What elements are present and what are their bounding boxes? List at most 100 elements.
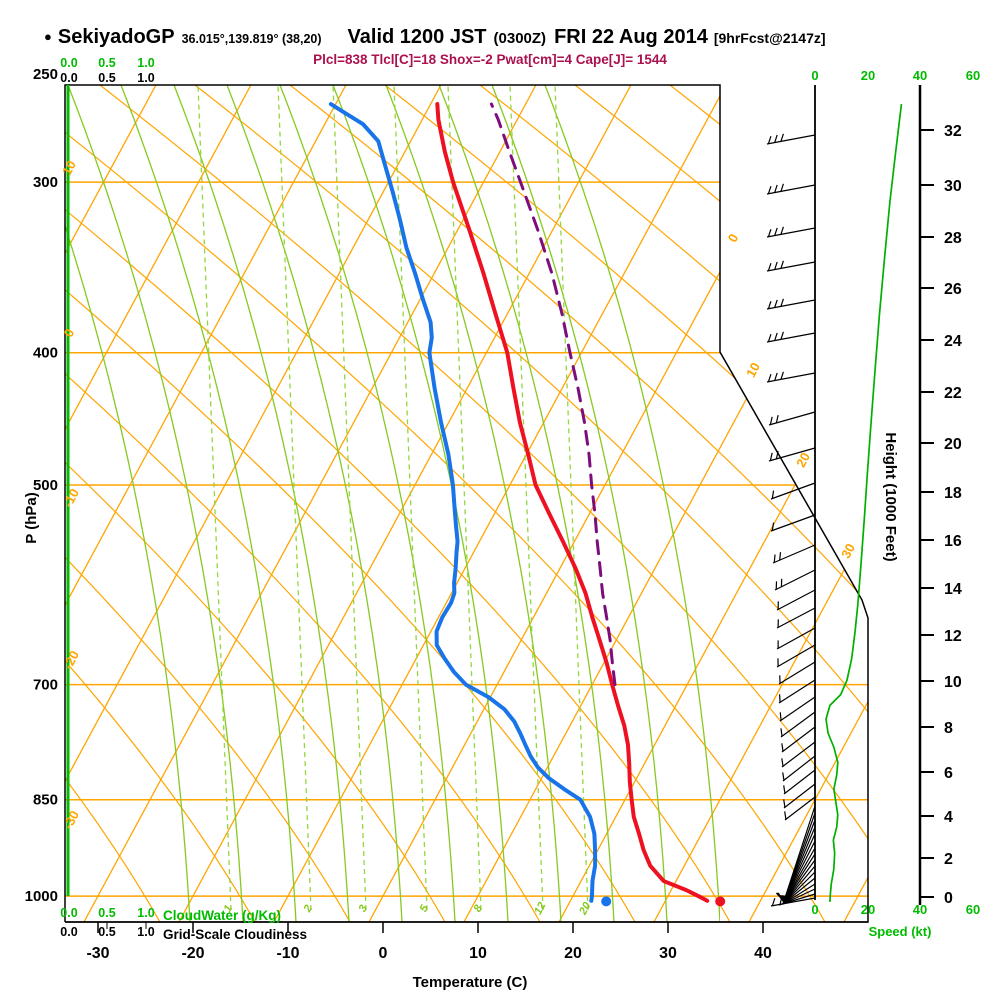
isotherm-line	[748, 85, 868, 922]
height-tick-label: 16	[944, 533, 962, 550]
isotherm-label: 0	[725, 231, 742, 244]
wind-barb-tick	[780, 183, 784, 192]
mixing-ratio-label: 8	[472, 902, 486, 914]
mixing-ratio-line	[277, 85, 312, 911]
wind-barb-tick	[767, 185, 772, 194]
dry-adiabat-line	[65, 85, 826, 922]
moist-adiabat-line	[385, 85, 562, 922]
height-tick-label: 14	[944, 581, 962, 598]
chart-title: ● SekiyadoGP 36.015°,139.819° (38,20) Va…	[44, 26, 826, 49]
wind-barb-tick	[774, 299, 778, 308]
pressure-tick-label: 400	[33, 345, 58, 362]
mixing-ratio-line	[447, 85, 482, 911]
speed-axis-label: Speed (kt)	[868, 924, 932, 939]
dry-adiabat-line	[289, 85, 868, 922]
wind-barb-tick	[774, 184, 778, 193]
speed-tick-label: 0	[811, 68, 818, 83]
isotherm-label: -30	[60, 808, 82, 832]
moist-adiabat-line	[438, 85, 615, 922]
wind-barb	[766, 227, 816, 238]
wind-barb-tick	[774, 332, 778, 341]
isotherm-line	[653, 85, 868, 922]
dry-adiabat-line	[65, 85, 256, 922]
wind-barb	[781, 726, 816, 753]
wind-barb	[776, 627, 816, 650]
wind-barb-tick	[780, 728, 783, 737]
mixing-ratio-line	[509, 85, 544, 911]
speed-tick-label: 40	[913, 902, 927, 917]
valid-date: FRI 22 Aug 2014	[554, 26, 708, 48]
wind-barb-tick	[782, 772, 785, 781]
isotherm-line	[83, 85, 537, 922]
temp-tick-label: -30	[86, 945, 109, 962]
moist-adiabat-line	[279, 85, 456, 922]
temperature-curve	[435, 102, 710, 903]
speed-tick-label: 40	[913, 68, 927, 83]
isotherm-label: 10	[743, 360, 763, 380]
mixing-ratio-label: 1	[222, 903, 235, 914]
speed-tick-label: 0	[811, 902, 818, 917]
wind-barb	[770, 514, 816, 532]
valid-time-z: (0300Z)	[493, 30, 547, 47]
pressure-axis-label: P (hPa)	[23, 492, 40, 544]
isotherm-label: 30	[838, 541, 858, 561]
wind-barb-tick	[779, 552, 782, 561]
wind-barb-tick	[767, 135, 772, 144]
wind-barb	[784, 796, 816, 821]
wind-barb-tick	[767, 228, 772, 237]
wind-barb-tick	[767, 300, 772, 309]
wind-barb-tick	[780, 298, 784, 307]
cloudiness-scale-label: 1.0	[137, 71, 154, 85]
wind-speed-curve	[825, 103, 903, 903]
wind-barb	[782, 755, 816, 782]
cloudiness-scale-label: 0.5	[98, 71, 115, 85]
temp-tick-label: 20	[564, 945, 582, 962]
station-name: SekiyadoGP	[57, 26, 175, 48]
height-tick-label: 0	[944, 890, 953, 907]
cloudwater-scale-label: 1.0	[137, 906, 154, 920]
isotherm-line	[273, 85, 727, 922]
mixing-ratio-label: 5	[418, 902, 432, 914]
isotherm-line	[178, 85, 632, 922]
mixing-ratio-label: 3	[357, 903, 370, 914]
wind-barb-tick	[767, 373, 772, 382]
speed-tick-label: 20	[861, 68, 875, 83]
wind-barb-tick	[767, 262, 772, 271]
wind-barb-tick	[783, 895, 786, 904]
wind-barb-tick	[771, 522, 775, 531]
isotherm-line	[463, 85, 868, 922]
wind-barb	[778, 679, 816, 704]
wind-barb-tick	[780, 371, 784, 380]
height-tick-label: 10	[944, 674, 962, 691]
wind-barb	[782, 888, 816, 905]
wind-barb	[781, 741, 816, 768]
wind-barb-tick	[783, 785, 786, 794]
wind-barb	[776, 644, 816, 668]
cloudwater-scale-label: 0.5	[98, 906, 115, 920]
dry-adiabat-line	[65, 85, 446, 922]
cloudwater-axis-label: CloudWater (g/Kg)	[163, 908, 281, 923]
wind-barb-tick	[780, 226, 784, 235]
isotherm-line	[65, 85, 252, 922]
pressure-tick-label: 500	[33, 477, 58, 494]
pressure-tick-label: 300	[33, 174, 58, 191]
height-tick-label: 22	[944, 385, 962, 402]
wind-barb-tick	[781, 758, 784, 767]
pressure-tick-label: 700	[33, 677, 58, 694]
moist-adiabat-line	[173, 85, 350, 922]
wind-barb	[783, 769, 816, 795]
dry-adiabat-line	[384, 85, 868, 922]
wind-barb	[774, 569, 816, 591]
height-tick-label: 2	[944, 851, 953, 868]
moist-adiabat-line	[491, 85, 668, 922]
dry-adiabat-line	[65, 85, 541, 922]
wind-barb	[782, 859, 816, 905]
mixing-ratio-label: 2	[301, 903, 315, 915]
wind-barb-tick	[779, 896, 783, 905]
valid-time: Valid 1200 JST	[347, 26, 487, 48]
wind-barb-tick	[774, 372, 778, 381]
surface-dewpoint-dot	[601, 896, 612, 907]
wind-barb	[782, 877, 816, 905]
cloudwater-scale-label: 0.0	[60, 56, 77, 70]
